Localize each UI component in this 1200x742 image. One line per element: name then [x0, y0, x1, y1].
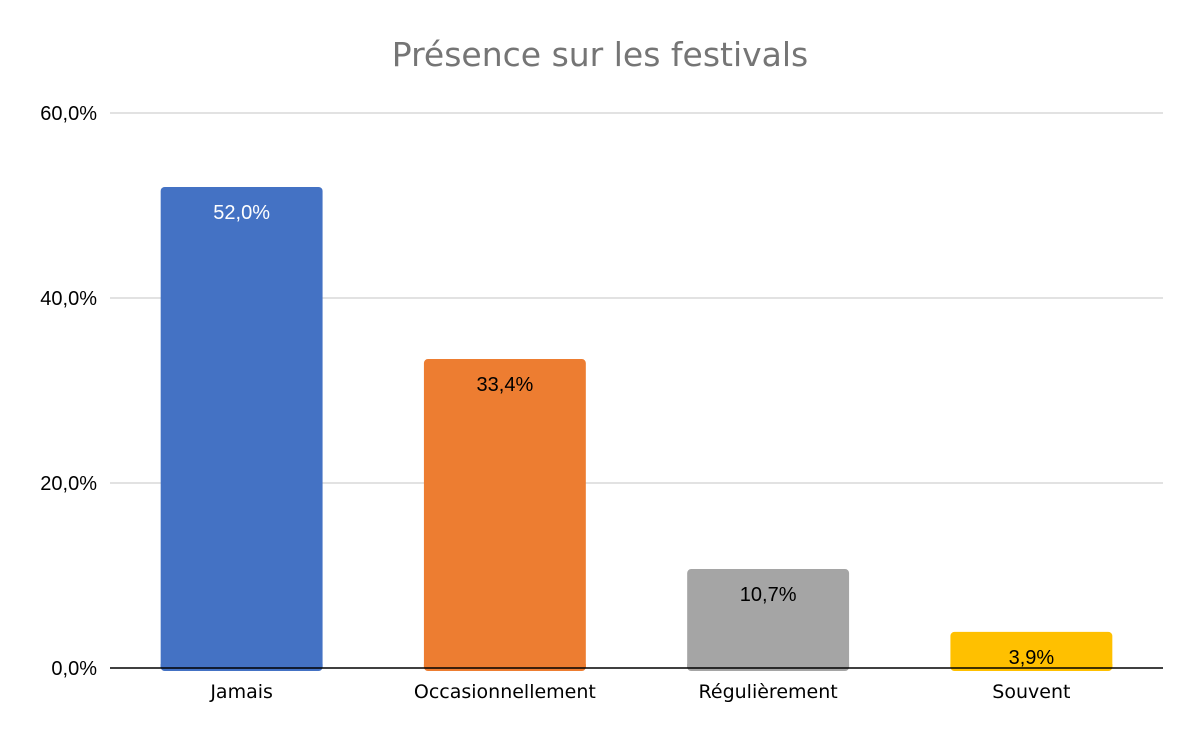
x-tick-label: Souvent — [992, 681, 1070, 703]
bar-occasionnellement — [423, 359, 586, 671]
y-tick-label: 0,0% — [51, 658, 97, 680]
bar-base — [160, 664, 323, 668]
bar-régulièrement — [687, 569, 850, 671]
data-label: 3,9% — [1009, 647, 1055, 669]
bars: 52,0% 33,4% 10,7% 3,9% — [160, 187, 1113, 671]
x-tick-label: Jamais — [209, 681, 273, 703]
data-label: 52,0% — [213, 202, 270, 224]
x-tick-label: Régulièrement — [699, 681, 838, 703]
bar-base — [687, 664, 850, 668]
bar-base — [950, 664, 1113, 668]
bar-souvent — [950, 631, 1113, 671]
bar-jamais — [160, 187, 323, 671]
y-tick-label: 40,0% — [40, 288, 97, 310]
chart-title: Présence sur les festivals — [392, 35, 808, 74]
axes: 0,0% 20,0% 40,0% 60,0% Jamais Occasionnelleme… — [40, 103, 1163, 703]
y-tick-label: 20,0% — [40, 473, 97, 495]
data-label: 33,4% — [477, 374, 534, 396]
y-tick-label: 60,0% — [40, 103, 97, 125]
bar-base — [423, 664, 586, 668]
x-tick-label: Occasionnellement — [414, 681, 596, 703]
data-label: 10,7% — [740, 584, 797, 606]
